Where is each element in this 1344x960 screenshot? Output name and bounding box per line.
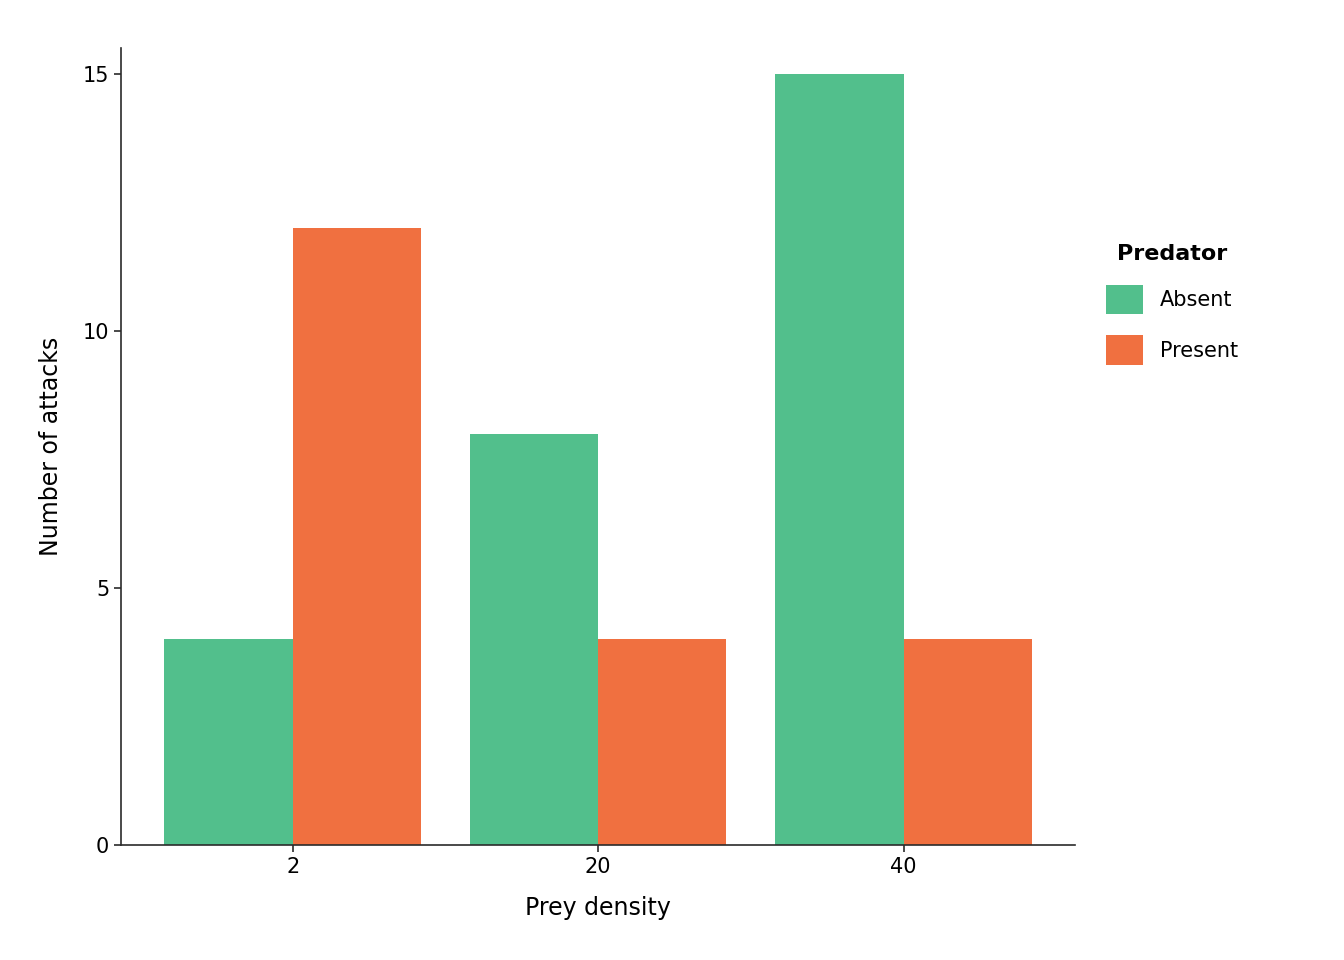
Bar	[470, 434, 598, 845]
Y-axis label: Number of attacks: Number of attacks	[39, 337, 63, 556]
Bar	[903, 639, 1032, 845]
Legend: Absent, Present: Absent, Present	[1095, 233, 1249, 375]
Bar	[164, 639, 293, 845]
Bar	[293, 228, 421, 845]
Bar	[598, 639, 726, 845]
X-axis label: Prey density: Prey density	[526, 896, 671, 920]
Bar	[775, 74, 903, 845]
